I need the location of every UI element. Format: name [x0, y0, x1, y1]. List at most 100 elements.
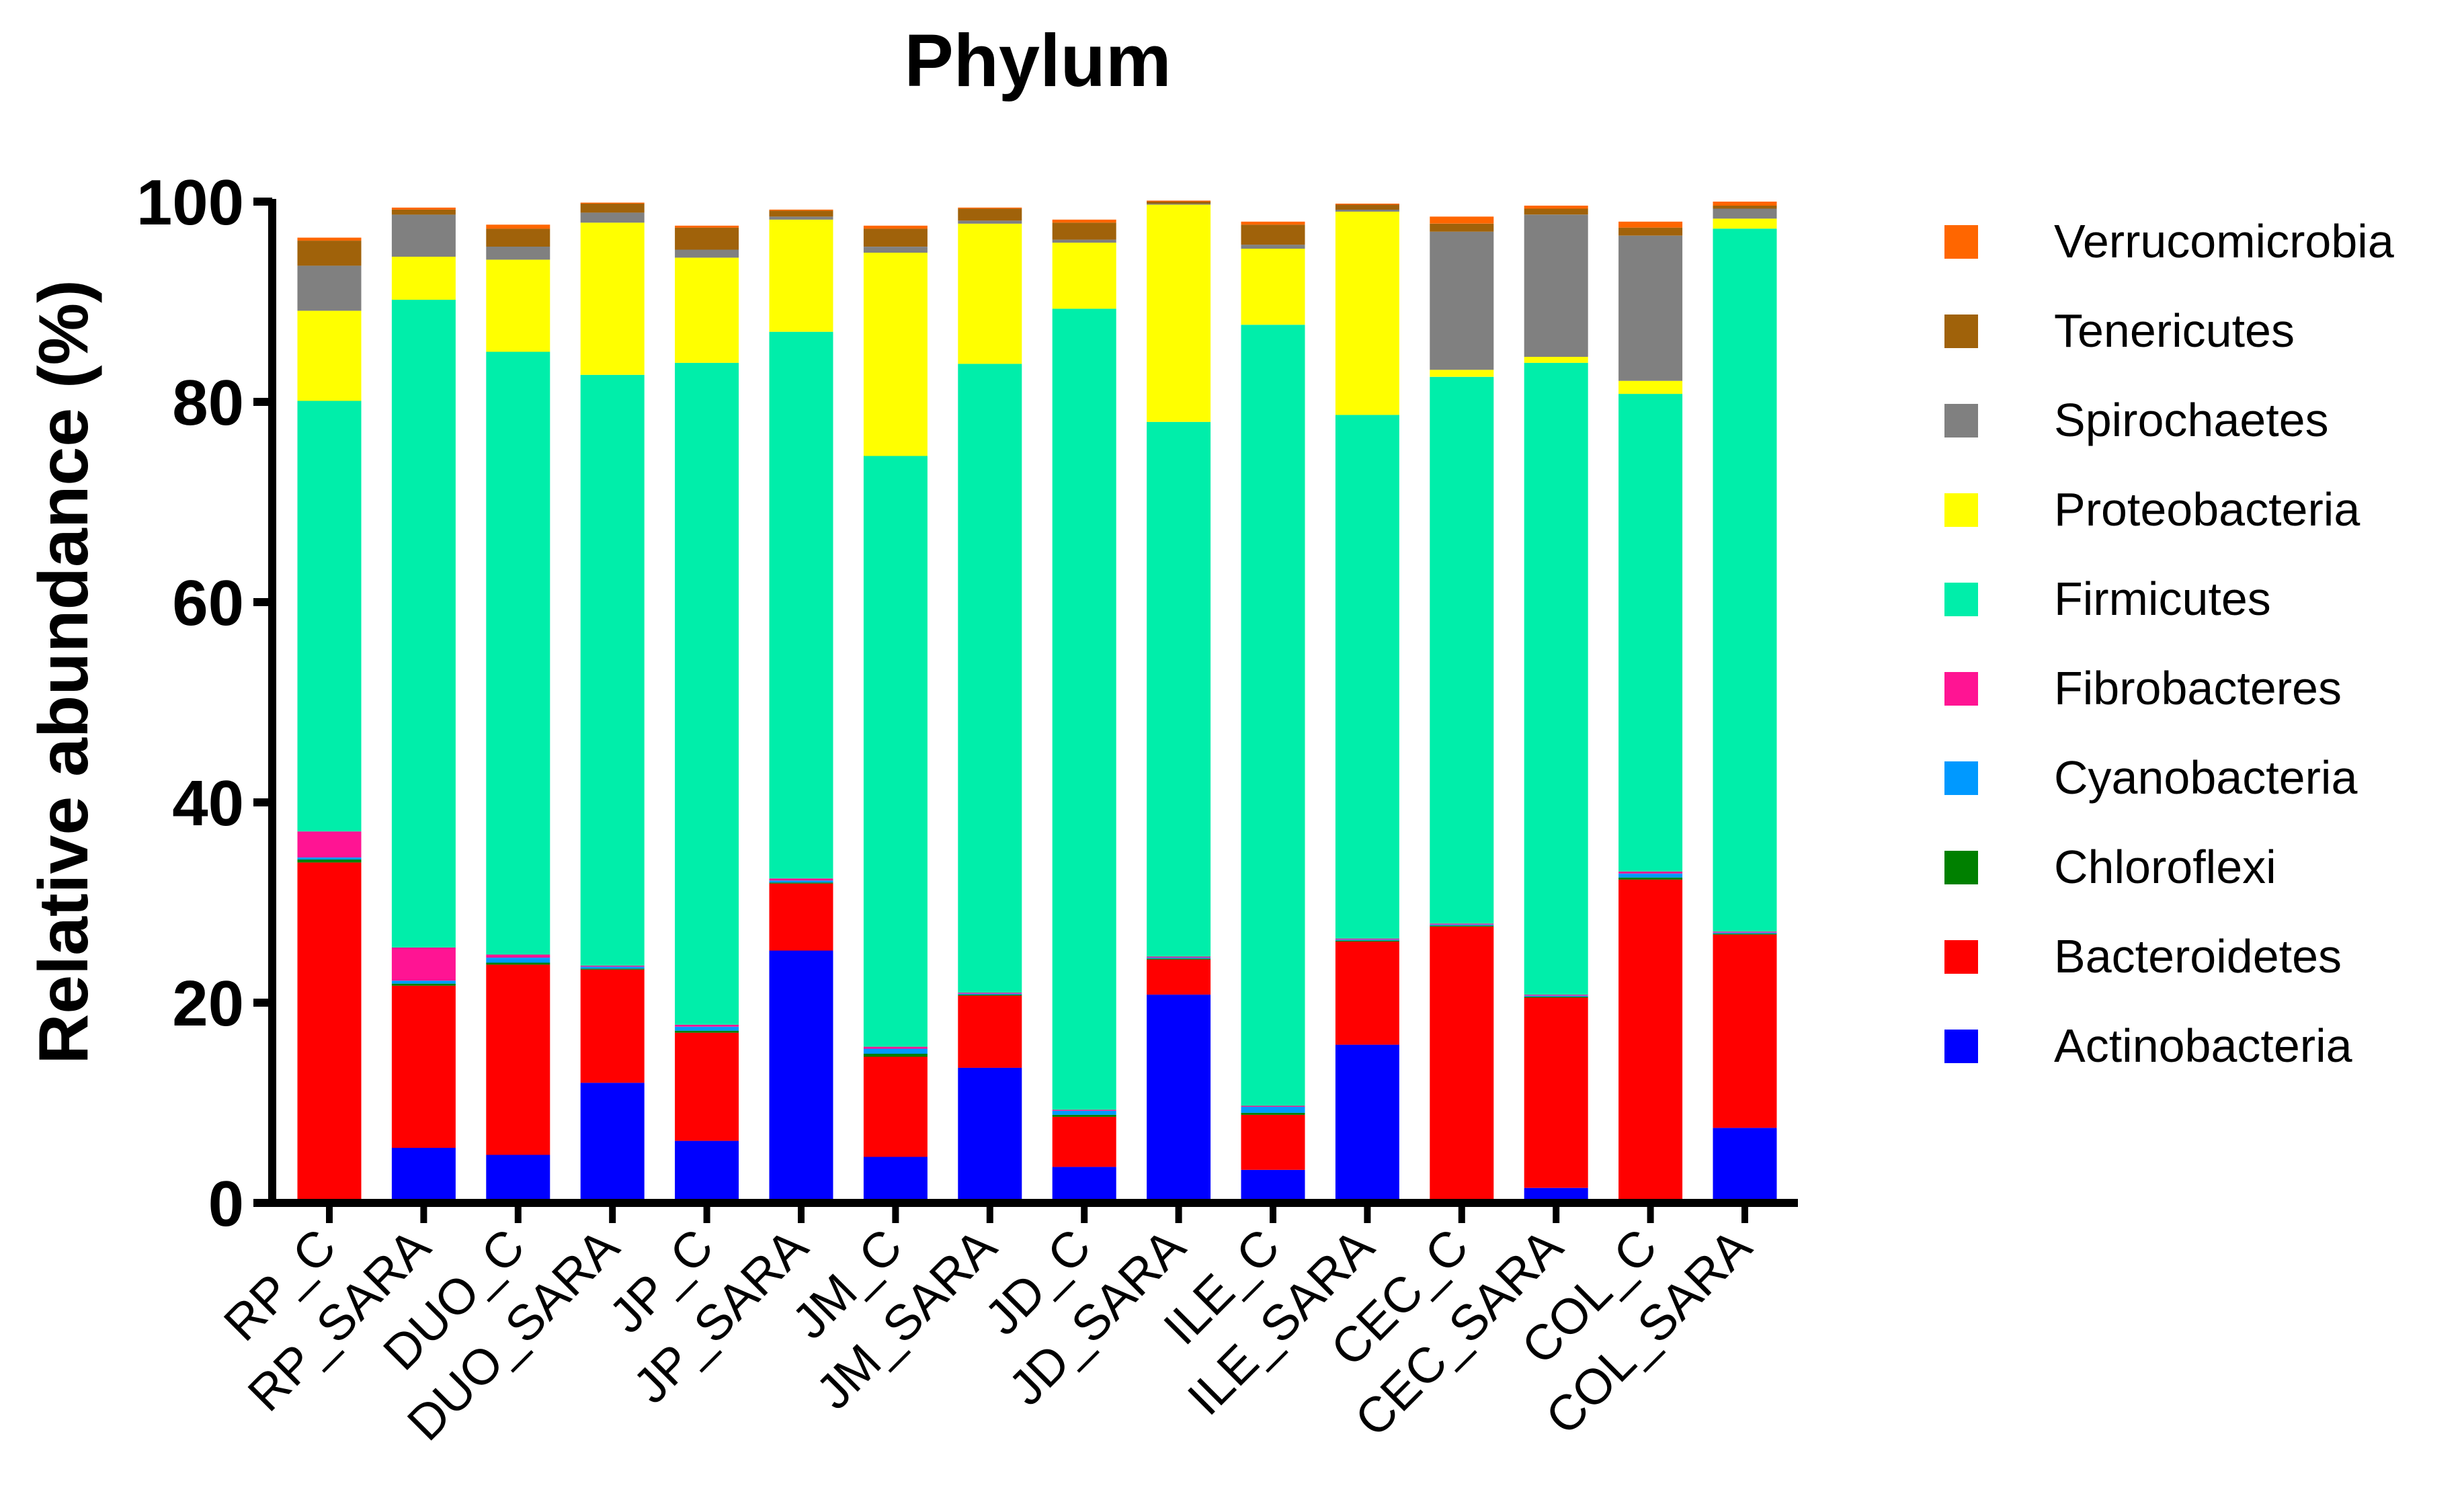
bar-CEC_C-Verrucomicrobia: [1430, 216, 1494, 224]
bar-JD_SARA-Chloroflexi: [1147, 958, 1211, 960]
bar-COL_C-Fibrobacteres: [1618, 871, 1683, 874]
bar-JP_C-Cyanobacteria: [675, 1026, 739, 1031]
bar-JD_SARA-Cyanobacteria: [1147, 958, 1211, 959]
bar-JM_SARA-Fibrobacteres: [958, 993, 1022, 994]
bar-JP_C-Verrucomicrobia: [675, 225, 739, 228]
bar-RP_C-Verrucomicrobia: [297, 237, 362, 241]
bar-DUO_C-Proteobacteria: [486, 259, 550, 352]
bar-CEC_C-Bacteroidetes: [1430, 926, 1494, 1203]
legend-swatch-Bacteroidetes: [1944, 940, 1978, 974]
bar-CEC_C-Fibrobacteres: [1430, 923, 1494, 925]
bar-ILE_SARA-Verrucomicrobia: [1335, 204, 1399, 205]
bar-JP_SARA-Bacteroidetes: [769, 883, 833, 951]
bar-JM_C-Proteobacteria: [863, 253, 928, 456]
bar-JD_C-Cyanobacteria: [1052, 1110, 1116, 1115]
bar-DUO_C-Chloroflexi: [486, 962, 550, 965]
bar-JP_SARA-Tenericutes: [769, 210, 833, 217]
bar-JM_C-Bacteroidetes: [863, 1056, 928, 1157]
bar-CEC_SARA-Proteobacteria: [1524, 357, 1588, 363]
bar-DUO_C-Cyanobacteria: [486, 958, 550, 963]
y-tick-label: 60: [172, 567, 244, 639]
bar-DUO_SARA-Spirochaetes: [580, 212, 645, 223]
legend-swatch-Tenericutes: [1944, 315, 1978, 348]
bar-JD_C-Proteobacteria: [1052, 243, 1116, 309]
legend-swatch-Chloroflexi: [1944, 851, 1978, 884]
bar-JM_SARA-Bacteroidetes: [958, 995, 1022, 1068]
bar-COL_C-Chloroflexi: [1618, 877, 1683, 880]
legend-label-Chloroflexi: Chloroflexi: [2054, 841, 2276, 893]
legend-label-Bacteroidetes: Bacteroidetes: [2054, 930, 2342, 982]
bar-ILE_C-Fibrobacteres: [1241, 1105, 1305, 1107]
bar-JD_C-Bacteroidetes: [1052, 1116, 1116, 1167]
bar-COL_SARA-Actinobacteria: [1713, 1128, 1777, 1204]
legend-swatch-Proteobacteria: [1944, 493, 1978, 527]
bar-JM_C-Fibrobacteres: [863, 1046, 928, 1049]
legend-label-Spirochaetes: Spirochaetes: [2054, 394, 2329, 446]
bars-group: [297, 200, 1777, 1204]
bar-DUO_C-Fibrobacteres: [486, 954, 550, 958]
bar-RP_SARA-Actinobacteria: [391, 1148, 456, 1203]
y-tick-label: 20: [172, 968, 244, 1040]
bar-JP_C-Fibrobacteres: [675, 1024, 739, 1027]
bar-JD_C-Chloroflexi: [1052, 1114, 1116, 1117]
bar-RP_C-Chloroflexi: [297, 859, 362, 863]
bar-JP_SARA-Spirochaetes: [769, 216, 833, 220]
bar-COL_C-Proteobacteria: [1618, 380, 1683, 394]
bar-JP_C-Firmicutes: [675, 362, 739, 1025]
bar-JD_C-Firmicutes: [1052, 308, 1116, 1110]
axes-group: [268, 199, 1798, 1207]
bar-RP_SARA-Bacteroidetes: [391, 985, 456, 1148]
bar-DUO_SARA-Proteobacteria: [580, 222, 645, 375]
bar-RP_C-Tenericutes: [297, 241, 362, 266]
bar-DUO_SARA-Firmicutes: [580, 374, 645, 966]
bar-ILE_C-Verrucomicrobia: [1241, 221, 1305, 225]
legend-swatch-Verrucomicrobia: [1944, 225, 1978, 259]
bar-JP_C-Spirochaetes: [675, 249, 739, 258]
legend-swatch-Firmicutes: [1944, 583, 1978, 616]
bar-JM_C-Chloroflexi: [863, 1054, 928, 1057]
bar-JP_SARA-Fibrobacteres: [769, 878, 833, 881]
bar-ILE_SARA-Chloroflexi: [1335, 940, 1399, 942]
bar-JM_C-Verrucomicrobia: [863, 225, 928, 229]
bar-CEC_C-Tenericutes: [1430, 223, 1494, 232]
bar-CEC_SARA-Chloroflexi: [1524, 997, 1588, 998]
bar-JP_SARA-Cyanobacteria: [769, 880, 833, 883]
bar-JP_SARA-Firmicutes: [769, 331, 833, 879]
bar-JP_SARA-Verrucomicrobia: [769, 209, 833, 211]
legend-label-Verrucomicrobia: Verrucomicrobia: [2054, 215, 2394, 267]
bar-JP_C-Bacteroidetes: [675, 1032, 739, 1141]
legend-swatch-Cyanobacteria: [1944, 761, 1978, 795]
bar-DUO_C-Spirochaetes: [486, 247, 550, 260]
bar-COL_C-Verrucomicrobia: [1618, 221, 1683, 228]
bar-JP_C-Chloroflexi: [675, 1030, 739, 1033]
bar-ILE_C-Proteobacteria: [1241, 249, 1305, 325]
bar-COL_C-Firmicutes: [1618, 394, 1683, 872]
bar-DUO_SARA-Chloroflexi: [580, 968, 645, 970]
bar-RP_SARA-Fibrobacteres: [391, 948, 456, 981]
bar-ILE_C-Tenericutes: [1241, 224, 1305, 245]
bar-JM_C-Cyanobacteria: [863, 1048, 928, 1054]
bar-JD_C-Tenericutes: [1052, 222, 1116, 240]
bar-DUO_SARA-Verrucomicrobia: [580, 202, 645, 204]
bar-JD_C-Actinobacteria: [1052, 1167, 1116, 1203]
bar-ILE_SARA-Proteobacteria: [1335, 211, 1399, 415]
bar-ILE_SARA-Bacteroidetes: [1335, 942, 1399, 1045]
bar-DUO_SARA-Fibrobacteres: [580, 965, 645, 967]
bar-DUO_SARA-Actinobacteria: [580, 1083, 645, 1203]
bar-CEC_C-Spirochaetes: [1430, 231, 1494, 370]
bar-CEC_C-Cyanobacteria: [1430, 924, 1494, 926]
bar-DUO_SARA-Cyanobacteria: [580, 966, 645, 969]
bar-CEC_C-Proteobacteria: [1430, 370, 1494, 377]
bar-ILE_C-Cyanobacteria: [1241, 1107, 1305, 1113]
legend-label-Actinobacteria: Actinobacteria: [2054, 1019, 2352, 1072]
bar-ILE_C-Chloroflexi: [1241, 1112, 1305, 1115]
bar-RP_C-Bacteroidetes: [297, 862, 362, 1203]
bar-JP_SARA-Chloroflexi: [769, 882, 833, 884]
bar-DUO_C-Tenericutes: [486, 228, 550, 247]
y-tick-label: 80: [172, 367, 244, 439]
bar-JP_C-Proteobacteria: [675, 257, 739, 363]
bar-JM_SARA-Firmicutes: [958, 364, 1022, 993]
bar-ILE_C-Spirochaetes: [1241, 245, 1305, 249]
bar-RP_C-Fibrobacteres: [297, 831, 362, 857]
bar-COL_SARA-Cyanobacteria: [1713, 932, 1777, 934]
